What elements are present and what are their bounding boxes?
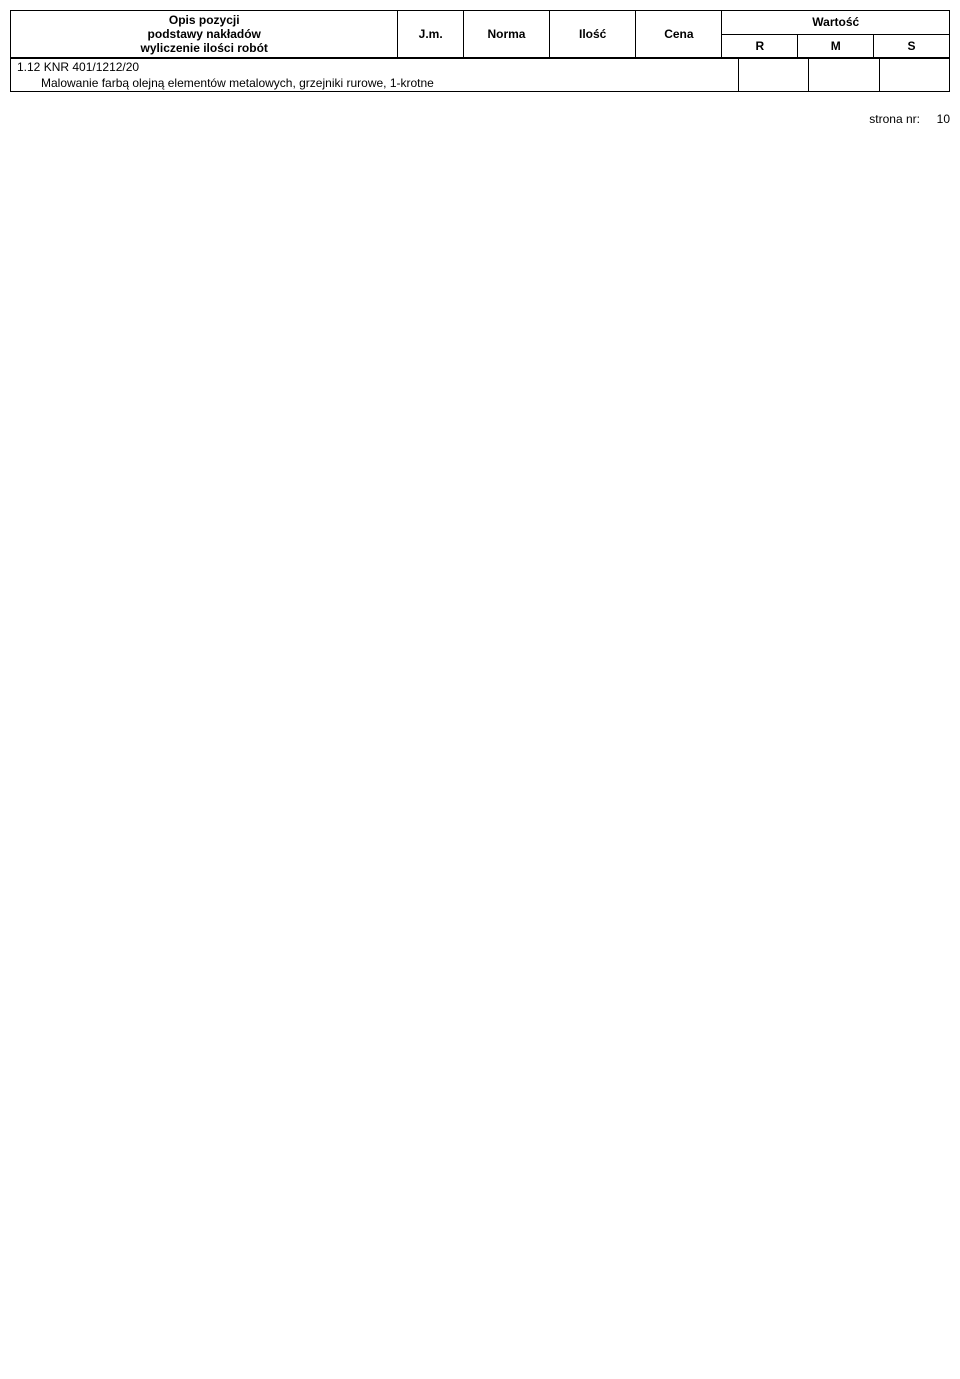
- footer-label: strona nr:: [869, 112, 920, 126]
- header-opis-2: podstawy nakładów: [17, 27, 391, 41]
- header-opis-3: wyliczenie ilości robót: [17, 41, 391, 55]
- header-s: S: [874, 34, 950, 58]
- footer-page: 10: [937, 112, 950, 126]
- header-ilosc: Ilość: [550, 11, 636, 58]
- header-table: Opis pozycji podstawy nakładów wyliczeni…: [10, 10, 950, 58]
- header-jm: J.m.: [398, 11, 463, 58]
- header-opis-1: Opis pozycji: [17, 13, 391, 27]
- header-m: M: [798, 34, 874, 58]
- page-footer: strona nr: 10: [10, 112, 950, 126]
- header-r: R: [722, 34, 798, 58]
- main-table: 1.12 KNR 401/1212/20Malowanie farbą olej…: [10, 58, 950, 92]
- section-code: 1.12 KNR 401/1212/20: [11, 59, 739, 76]
- header-wartosc: Wartość: [722, 11, 950, 35]
- header-norma: Norma: [463, 11, 549, 58]
- section-desc: Malowanie farbą olejną elementów metalow…: [11, 75, 739, 92]
- header-opis: Opis pozycji podstawy nakładów wyliczeni…: [11, 11, 398, 58]
- header-cena: Cena: [636, 11, 722, 58]
